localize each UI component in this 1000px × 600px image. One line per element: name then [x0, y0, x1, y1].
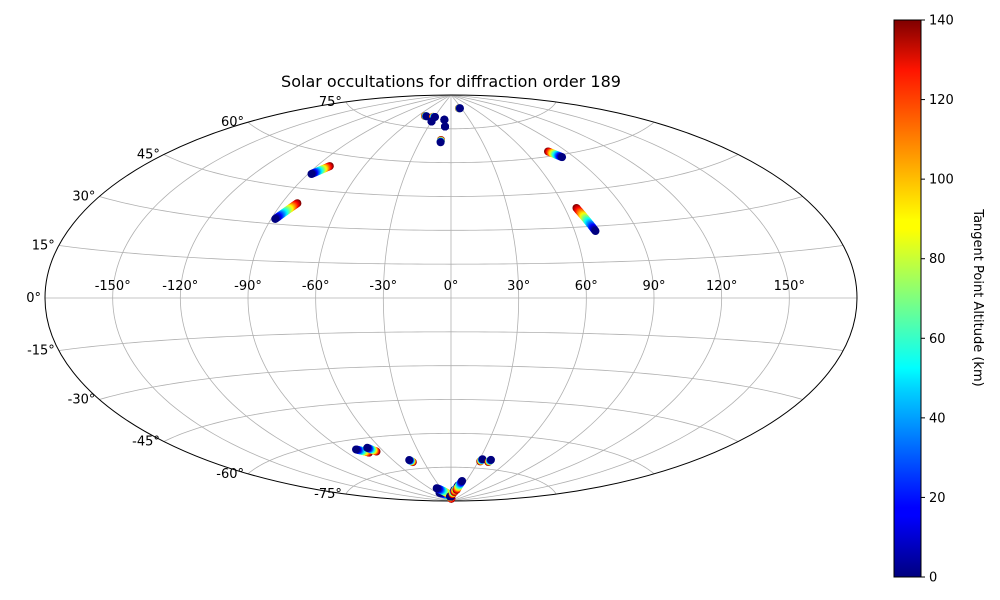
occultation-point [352, 445, 361, 454]
colorbar-tick-label: 20 [929, 491, 946, 506]
occultation-track [307, 162, 334, 178]
lat-tick-label: 75° [319, 95, 342, 110]
occultation-track [363, 443, 381, 456]
lat-tick-label: 30° [72, 190, 95, 205]
lat-tick-label: 60° [221, 115, 244, 130]
lat-tick-label: -75° [314, 487, 342, 502]
parallel-line [163, 399, 739, 442]
parallel-line [345, 101, 557, 130]
occultation-point [458, 476, 467, 485]
lat-tick-label: -45° [132, 435, 160, 450]
colorbar-tick-label: 0 [929, 571, 937, 586]
graticule [45, 95, 857, 501]
occultation-point [363, 443, 372, 452]
occultation-track [484, 455, 495, 466]
lat-tick-label: 15° [32, 239, 55, 254]
colorbar-tick-label: 60 [929, 332, 946, 347]
lon-tick-label: 90° [642, 279, 665, 294]
occultation-point [307, 169, 316, 178]
lon-tick-label: 30° [507, 279, 530, 294]
colorbar-tick-label: 120 [929, 93, 954, 108]
occultation-point [432, 484, 441, 493]
parallel-line [247, 121, 655, 164]
colorbar: 0 20 40 60 80 100 120 140 Tangent Point Altitud… [893, 14, 985, 586]
lon-tick-label: 150° [774, 279, 805, 294]
occultation-track [271, 199, 302, 223]
longitude-labels: -150° -120° -90° -60° -30° 0° 30° 60° 90° 120° 150… [95, 279, 805, 294]
occultation-point [441, 122, 450, 131]
lat-tick-label: 0° [26, 291, 41, 306]
occultation-point [558, 153, 567, 162]
occultation-track [440, 115, 449, 124]
colorbar-ticks: 0 20 40 60 80 100 120 140 [921, 14, 954, 586]
lon-tick-label: 0° [444, 279, 459, 294]
occultation-track [452, 476, 467, 494]
lat-tick-label: -15° [27, 344, 55, 359]
occultation-track [544, 147, 567, 162]
parallel-line [58, 331, 844, 351]
occultation-track [427, 117, 436, 126]
lon-tick-label: -120° [162, 279, 198, 294]
latitude-labels: -75° -60° -45° -30° -15° 0° 15° 30° 45° 60° 75° [26, 95, 342, 502]
occultation-point [455, 104, 464, 113]
parallel-line [58, 245, 844, 265]
occultation-point [427, 117, 436, 126]
occultation-point [486, 455, 495, 464]
colorbar-tick-label: 80 [929, 252, 946, 267]
occultation-point [591, 227, 600, 236]
occultation-track [572, 204, 600, 236]
lon-tick-label: 60° [575, 279, 598, 294]
map-area: -150° -120° -90° -60° -30° 0° 30° 60° 90° 120° 150… [26, 94, 858, 503]
colorbar-gradient [893, 19, 922, 578]
lon-tick-label: -90° [234, 279, 262, 294]
occultation-points [271, 104, 600, 503]
occultation-point [422, 112, 431, 121]
parallel-line [163, 154, 739, 197]
parallel-line [247, 432, 655, 475]
occultation-track [420, 112, 431, 121]
occultation-track [405, 456, 417, 467]
lat-tick-label: 45° [137, 148, 160, 163]
occultation-track [432, 484, 453, 499]
lon-tick-label: 120° [706, 279, 737, 294]
lon-tick-label: -30° [369, 279, 397, 294]
lon-tick-label: -150° [95, 279, 131, 294]
parallel-line [99, 196, 803, 231]
colorbar-tick-label: 100 [929, 173, 954, 188]
lat-tick-label: -60° [216, 467, 244, 482]
colorbar-label: Tangent Point Altitude (km) [970, 208, 985, 386]
occultation-track [441, 122, 450, 131]
occultation-point [436, 138, 445, 147]
occultation-track [454, 104, 464, 113]
colorbar-tick-label: 140 [929, 14, 954, 29]
occultation-track [436, 136, 445, 147]
occultation-point [440, 115, 449, 124]
parallel-line [345, 466, 557, 495]
chart-title: Solar occultations for diffraction order… [281, 72, 621, 91]
colorbar-tick-label: 40 [929, 411, 946, 426]
occultation-point [271, 214, 280, 223]
lon-tick-label: -60° [302, 279, 330, 294]
lat-tick-label: -30° [68, 393, 96, 408]
parallel-line [99, 365, 803, 400]
occultation-point [405, 456, 414, 465]
